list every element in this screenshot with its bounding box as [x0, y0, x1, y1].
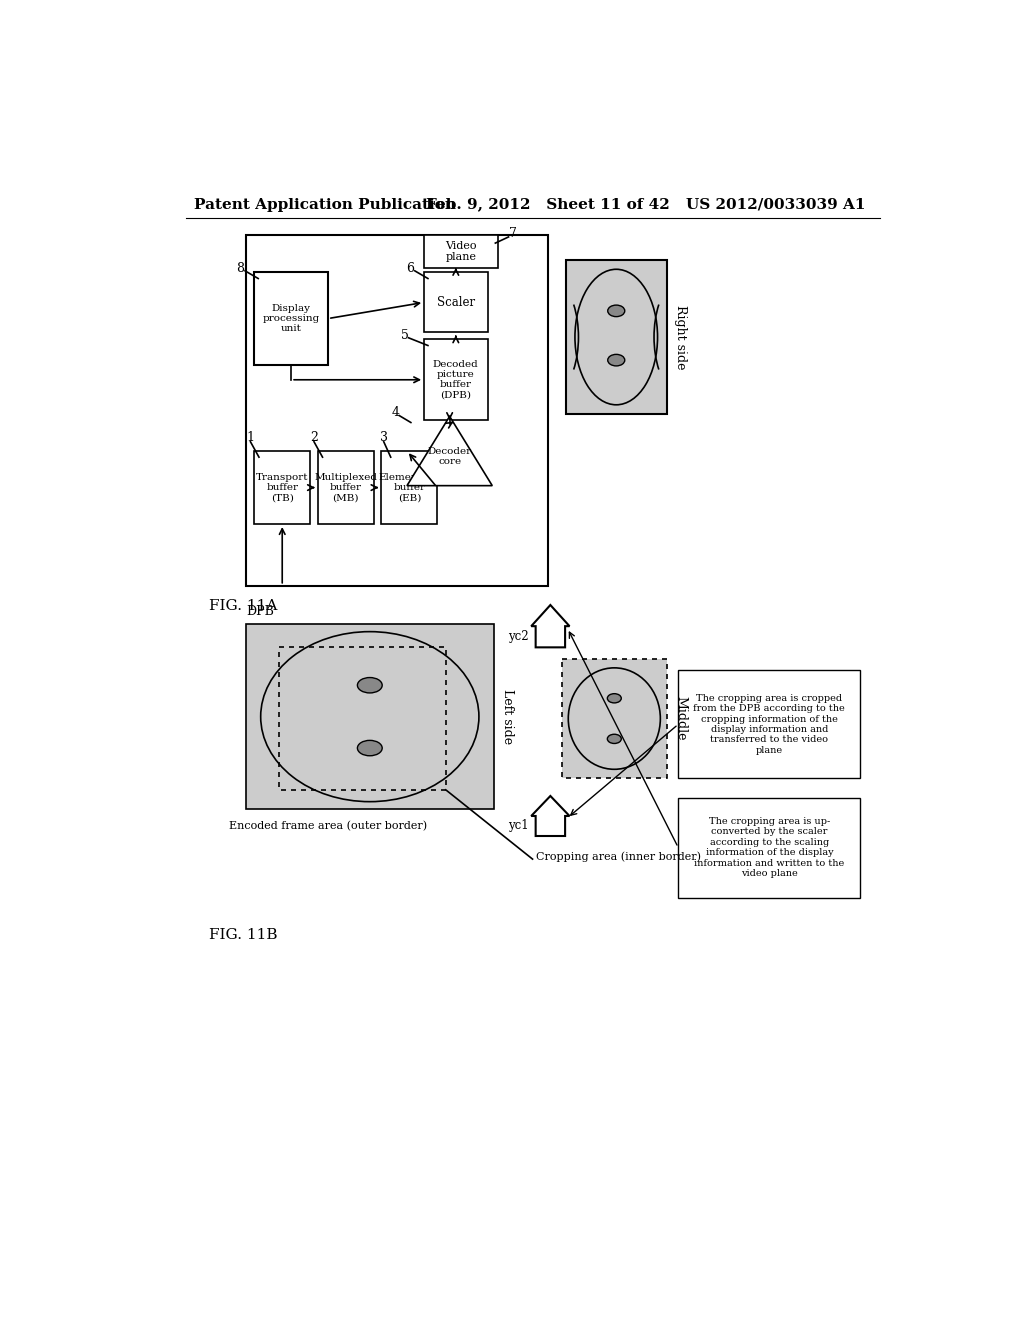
Bar	[678, 671, 860, 779]
Bar	[562, 659, 667, 779]
Text: Left side: Left side	[502, 689, 514, 744]
Text: Multiplexed
buffer
(MB): Multiplexed buffer (MB)	[314, 473, 377, 503]
Text: Patent Application Publication: Patent Application Publication	[194, 198, 456, 211]
Text: yc1: yc1	[508, 820, 528, 833]
Text: Cropping area (inner border): Cropping area (inner border)	[537, 851, 701, 862]
Bar	[246, 235, 548, 586]
Bar	[254, 451, 310, 524]
Ellipse shape	[568, 668, 660, 770]
Text: The cropping area is up-
converted by the scaler
according to the scaling
inform: The cropping area is up- converted by th…	[694, 817, 845, 878]
Text: yc2: yc2	[508, 630, 528, 643]
Bar	[424, 272, 487, 333]
Bar	[317, 451, 374, 524]
Ellipse shape	[607, 694, 622, 704]
Text: DPB: DPB	[246, 605, 273, 618]
Bar	[424, 339, 487, 420]
Text: Video
plane: Video plane	[445, 240, 476, 263]
Bar	[678, 797, 860, 898]
Ellipse shape	[357, 741, 382, 756]
Bar	[280, 647, 445, 789]
Ellipse shape	[574, 269, 657, 405]
Text: 1: 1	[247, 430, 254, 444]
Text: Decoded
picture
buffer
(DPB): Decoded picture buffer (DPB)	[433, 359, 478, 400]
Text: Elementary
buffer
(EB): Elementary buffer (EB)	[379, 473, 439, 503]
Bar	[562, 659, 667, 779]
Polygon shape	[531, 605, 569, 647]
Bar	[381, 451, 437, 524]
Text: FIG. 11A: FIG. 11A	[209, 599, 278, 612]
Text: Middle: Middle	[674, 697, 687, 741]
Ellipse shape	[261, 632, 479, 801]
Text: Right side: Right side	[674, 305, 687, 370]
Text: US 2012/0033039 A1: US 2012/0033039 A1	[686, 198, 865, 211]
Text: The cropping area is cropped
from the DPB according to the
cropping information : The cropping area is cropped from the DP…	[693, 694, 845, 755]
Ellipse shape	[607, 354, 625, 366]
Text: Display
processing
unit: Display processing unit	[262, 304, 319, 334]
Text: 7: 7	[509, 227, 517, 240]
Text: 3: 3	[380, 430, 388, 444]
Ellipse shape	[607, 734, 622, 743]
Text: 6: 6	[407, 261, 414, 275]
Bar	[246, 624, 494, 809]
Polygon shape	[407, 416, 493, 486]
Text: 4: 4	[391, 407, 399, 418]
Text: Feb. 9, 2012   Sheet 11 of 42: Feb. 9, 2012 Sheet 11 of 42	[426, 198, 670, 211]
Text: Encoded frame area (outer border): Encoded frame area (outer border)	[229, 821, 428, 830]
Text: Transport
buffer
(TB): Transport buffer (TB)	[256, 473, 308, 503]
Text: 2: 2	[310, 430, 317, 444]
Text: 5: 5	[400, 329, 409, 342]
Text: 8: 8	[237, 261, 245, 275]
Text: Decoder
core: Decoder core	[428, 447, 472, 466]
Text: Scaler: Scaler	[437, 296, 475, 309]
Text: FIG. 11B: FIG. 11B	[209, 928, 278, 942]
Ellipse shape	[607, 305, 625, 317]
Bar	[566, 260, 667, 414]
Bar	[254, 272, 328, 364]
Polygon shape	[531, 796, 569, 836]
Bar	[424, 235, 498, 268]
Ellipse shape	[357, 677, 382, 693]
